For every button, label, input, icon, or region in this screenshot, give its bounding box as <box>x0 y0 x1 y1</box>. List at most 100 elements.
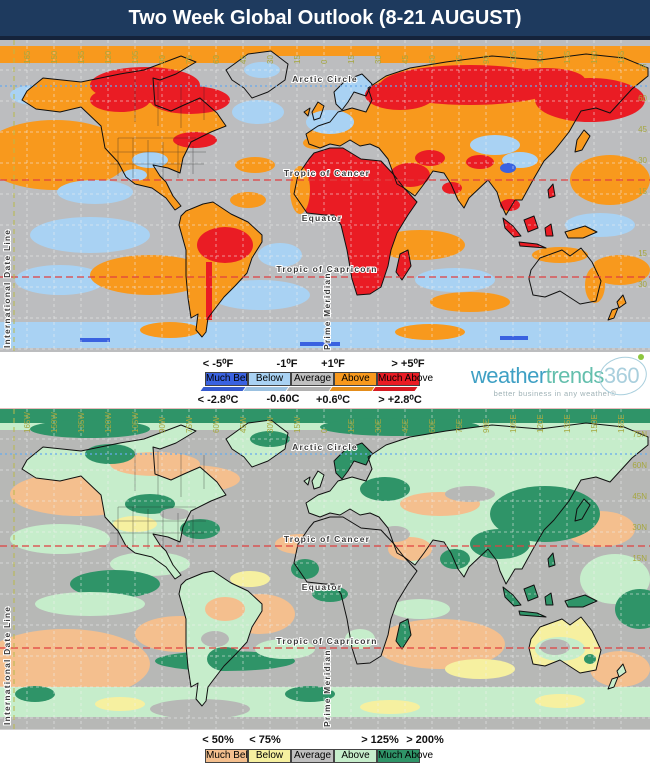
latitude-tick: 15 <box>638 187 647 196</box>
longitude-tick: 135 <box>563 50 572 64</box>
longitude-tick: 45 <box>401 55 410 64</box>
longitude-tick: 135W <box>77 412 86 433</box>
page-title: Two Week Global Outlook (8-21 AUGUST) <box>128 7 522 29</box>
latitude-tick: 30 <box>638 280 647 289</box>
legend-category-average: Average <box>291 749 334 763</box>
longitude-tick: 45 <box>239 55 248 64</box>
longitude-tick: 75 <box>185 55 194 64</box>
precipitation-category-boxes: Much Below Below Average Above Much Above <box>180 749 465 763</box>
longitude-tick: 90E <box>482 419 491 433</box>
logo-trends-text: trends <box>545 363 605 388</box>
longitude-tick: 90 <box>158 55 167 64</box>
longitude-tick: 15 <box>347 55 356 64</box>
arctic-circle-label: Arctic Circle <box>292 442 358 452</box>
precipitation-anomaly-map: Arctic Circle Tropic of Cancer Equator T… <box>0 408 650 730</box>
equator-label: Equator <box>302 582 343 592</box>
threshold-label: > 200% <box>406 734 444 746</box>
legend-category-label: Much Below <box>206 750 261 761</box>
longitude-tick-labels: 165W 150W 135W 120W 105W 90W 75W 60W 45W 30W 15W 0 1… <box>23 412 626 433</box>
temperature-map-svg: Arctic Circle Tropic of Cancer Equator T… <box>0 40 650 352</box>
longitude-tick: 165E <box>617 414 626 433</box>
longitude-tick: 135 <box>77 50 86 64</box>
latitude-tick: 45N <box>632 492 647 501</box>
longitude-tick: 120 <box>104 50 113 64</box>
temperature-category-boxes: Much Below Below Average Above Much Above <box>180 372 465 386</box>
longitude-tick: 135E <box>563 414 572 433</box>
longitude-tick: 150E <box>590 414 599 433</box>
temperature-f-thresholds: < -5⁰F -1⁰F +1⁰F > +5⁰F <box>180 357 465 372</box>
longitude-tick: 45W <box>239 416 248 433</box>
legend-3d-strip-segment <box>243 387 289 391</box>
longitude-tick: 120E <box>536 414 545 433</box>
legend-category-label: Much Above <box>378 750 434 761</box>
legend-category-above: Above <box>334 372 377 386</box>
latitude-tick: 15 <box>638 249 647 258</box>
longitude-tick: 0 <box>320 59 329 64</box>
legend-category-label: Below <box>255 750 284 761</box>
temperature-c-thresholds: < -2.8⁰C -0.60C +0.6⁰C > +2.8⁰C <box>180 393 465 408</box>
temperature-legend-3d-strip <box>180 387 465 392</box>
latitude-tick: 60 <box>638 94 647 103</box>
longitude-tick-labels: 165 150 135 120 105 90 75 60 45 30 15 0 15 30 45 60 75 90… <box>23 50 626 64</box>
threshold-label: -1⁰F <box>276 358 298 370</box>
threshold-label: < -2.8⁰C <box>197 394 239 406</box>
longitude-tick: 165 <box>23 50 32 64</box>
longitude-tick: 60 <box>212 55 221 64</box>
tropic-of-capricorn-label: Tropic of Capricorn <box>276 264 377 274</box>
longitude-tick: 90W <box>158 416 167 433</box>
longitude-tick: 60W <box>212 416 221 433</box>
latitude-tick-labels: 75 60 45 30 15 15 30 <box>638 63 647 289</box>
prime-meridian-label: Prime Meridian <box>322 272 332 350</box>
logo-360-text: 360 <box>603 363 640 388</box>
latitude-tick: 30N <box>632 523 647 532</box>
latitude-tick: 75N <box>632 430 647 439</box>
precipitation-legend: < 50% < 75% > 125% > 200% Much Below Belo… <box>180 734 465 763</box>
legend-3d-strip-segment <box>329 387 375 391</box>
longitude-tick: 75 <box>455 55 464 64</box>
legend-category-much-below: Much Below <box>205 749 261 763</box>
longitude-tick: 75E <box>455 419 464 433</box>
legend-category-much-above: Much Above <box>377 372 433 386</box>
longitude-tick: 120W <box>104 412 113 433</box>
longitude-tick: 0 <box>320 428 329 433</box>
longitude-tick: 105E <box>509 414 518 433</box>
legend-category-below: Below <box>248 372 291 386</box>
latitude-tick: 60N <box>632 461 647 470</box>
tropic-of-capricorn-label: Tropic of Capricorn <box>276 636 377 646</box>
latitude-tick-labels: 75N 60N 45N 30N 15N <box>632 430 647 563</box>
threshold-label: > +2.8⁰C <box>378 394 422 406</box>
longitude-tick: 150 <box>590 50 599 64</box>
latitude-tick: 45 <box>638 125 647 134</box>
threshold-label: +1⁰F <box>321 358 345 370</box>
legend-category-label: Above <box>341 750 370 761</box>
latitude-tick: 15N <box>632 554 647 563</box>
legend-category-much-below: Much Below <box>205 372 260 386</box>
longitude-tick: 30 <box>266 55 275 64</box>
land-anomaly-blobs <box>90 62 645 320</box>
longitude-tick: 30E <box>374 419 383 433</box>
longitude-tick: 105W <box>131 412 140 433</box>
longitude-tick: 30 <box>374 55 383 64</box>
latitude-tick: 75 <box>638 63 647 72</box>
international-date-line-label: International Date Line <box>2 606 12 725</box>
threshold-label: < 50% <box>202 734 234 746</box>
legend-category-label: Average <box>293 750 332 761</box>
longitude-tick: 30W <box>266 416 275 433</box>
prime-meridian-label: Prime Meridian <box>322 649 332 727</box>
ocean-anomaly-blobs <box>0 46 650 348</box>
equator-label: Equator <box>302 213 343 223</box>
legend-category-label: Above <box>341 373 370 384</box>
arctic-circle-label: Arctic Circle <box>292 74 358 84</box>
temperature-anomaly-map: Arctic Circle Tropic of Cancer Equator T… <box>0 40 650 352</box>
legend-category-much-above: Much Above <box>377 749 434 763</box>
precipitation-pct-thresholds: < 50% < 75% > 125% > 200% <box>180 734 465 749</box>
legend-category-label: Average <box>293 373 332 384</box>
longitude-tick: 60 <box>428 55 437 64</box>
longitude-tick: 75W <box>185 416 194 433</box>
temperature-legend: < -5⁰F -1⁰F +1⁰F > +5⁰F Much Below Below A… <box>180 357 465 408</box>
longitude-tick: 120 <box>536 50 545 64</box>
legend-category-label: Below <box>255 373 284 384</box>
threshold-label: +0.6⁰C <box>315 394 351 406</box>
logo-tagline: better business in any weather® <box>493 389 617 398</box>
longitude-tick: 15W <box>293 416 302 433</box>
